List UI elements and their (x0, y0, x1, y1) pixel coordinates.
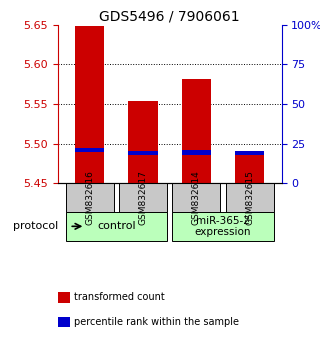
Title: GDS5496 / 7906061: GDS5496 / 7906061 (99, 10, 240, 24)
Text: GSM832617: GSM832617 (139, 170, 148, 225)
Bar (181, 79, 211, 183)
Bar (235, 153, 264, 183)
Text: GSM832614: GSM832614 (192, 170, 201, 225)
Bar (66, 183, 114, 212)
Bar (128, 151, 157, 155)
Bar (235, 151, 264, 155)
Bar (119, 183, 167, 212)
Text: GSM832616: GSM832616 (85, 170, 94, 225)
Text: GSM832615: GSM832615 (245, 170, 254, 225)
Bar (128, 101, 157, 183)
Bar (75, 148, 104, 152)
Bar (226, 183, 274, 212)
Text: control: control (97, 221, 136, 231)
Text: transformed count: transformed count (74, 292, 164, 302)
Text: protocol: protocol (13, 221, 59, 231)
Bar (181, 150, 211, 155)
Text: percentile rank within the sample: percentile rank within the sample (74, 317, 239, 327)
Text: miR-365-2
expression: miR-365-2 expression (195, 216, 251, 237)
Bar (75, 26, 104, 183)
Bar (172, 212, 274, 241)
Bar (172, 183, 220, 212)
Bar (66, 212, 167, 241)
